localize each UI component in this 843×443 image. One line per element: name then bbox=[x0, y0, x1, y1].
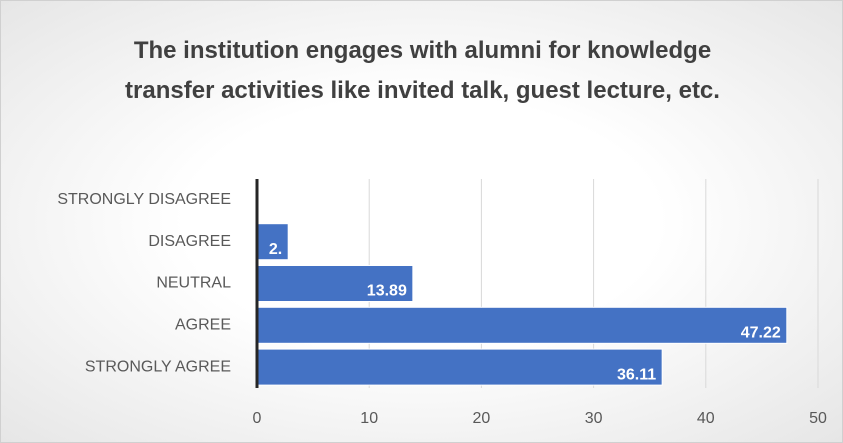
data-label: 47.22 bbox=[741, 325, 781, 342]
data-label: 36.11 bbox=[617, 366, 656, 383]
y-tick-label: AGREE bbox=[175, 317, 231, 334]
y-tick-label: STRONGLY AGREE bbox=[85, 358, 231, 375]
x-tick-label: 10 bbox=[360, 410, 378, 427]
y-tick-label: STRONGLY DISAGREE bbox=[57, 191, 231, 208]
bar bbox=[256, 348, 663, 386]
y-tick-label: NEUTRAL bbox=[156, 275, 231, 292]
y-tick-label: DISAGREE bbox=[148, 233, 231, 250]
x-tick-label: 0 bbox=[253, 410, 262, 427]
data-label: 2. bbox=[269, 241, 282, 258]
data-label: 13.89 bbox=[367, 283, 407, 300]
bar bbox=[256, 306, 788, 344]
x-tick-label: 30 bbox=[585, 410, 603, 427]
chart-title: The institution engages with alumni for … bbox=[125, 37, 720, 104]
x-tick-label: 50 bbox=[809, 410, 827, 427]
bar bbox=[256, 265, 414, 302]
bar bbox=[256, 223, 289, 261]
x-tick-label: 40 bbox=[697, 410, 715, 427]
x-tick-label: 20 bbox=[473, 410, 491, 427]
